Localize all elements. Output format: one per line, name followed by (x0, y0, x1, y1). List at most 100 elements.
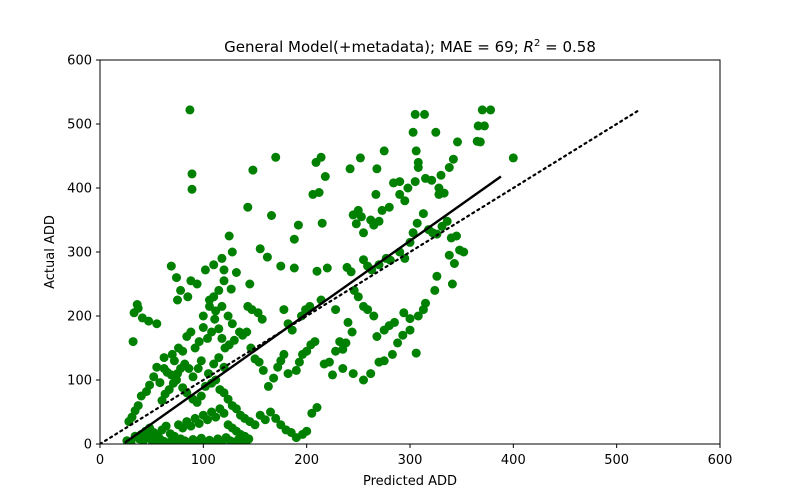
scatter-point (412, 218, 422, 228)
scatter-point (214, 324, 224, 334)
scatter-point (389, 178, 398, 188)
scatter-point (187, 184, 197, 194)
scatter-point (369, 220, 379, 230)
scatter-point (453, 137, 462, 147)
scatter-point (444, 163, 454, 172)
scatter-point (322, 263, 332, 273)
scatter-point (305, 301, 315, 311)
scatter-point (351, 219, 361, 229)
scatter-point (420, 109, 429, 119)
scatter-point (347, 327, 357, 337)
scatter-point (200, 265, 210, 275)
scatter-point (255, 244, 265, 254)
scatter-point (214, 285, 224, 295)
scatter-point (276, 261, 286, 271)
scatter-point (328, 370, 337, 380)
scatter-point (459, 247, 469, 257)
scatter-point (411, 146, 421, 156)
scatter-point (198, 311, 208, 321)
scatter-point (319, 359, 329, 369)
scatter-point (408, 127, 418, 137)
scatter-point (211, 412, 221, 422)
scatter-point (257, 314, 267, 324)
scatter-point (269, 373, 279, 383)
scatter-point (359, 375, 368, 385)
scatter-point (173, 369, 182, 379)
scatter-point (176, 285, 186, 295)
scatter-point (149, 372, 159, 382)
scatter-point (348, 210, 358, 220)
scatter-point (473, 121, 483, 131)
scatter-point (436, 170, 446, 180)
scatter-point (475, 137, 485, 147)
scatter-point (271, 152, 281, 162)
scatter-point (217, 333, 227, 343)
scatter-point (335, 337, 345, 347)
identity-line (100, 108, 641, 444)
scatter-point (371, 189, 381, 199)
x-axis-ticks: 0 100 200 300 400 500 600 (96, 444, 733, 468)
scatter-point (243, 202, 253, 212)
scatter-point (263, 381, 273, 391)
scatter-point (129, 308, 139, 318)
scatter-point (214, 353, 224, 363)
scatter-point (379, 325, 389, 335)
scatter-point (183, 292, 193, 302)
scatter-point (205, 295, 214, 305)
scatter-point (452, 231, 461, 241)
scatter-point (166, 261, 176, 271)
y-axis-label: Actual ADD (43, 215, 58, 289)
scatter-point (486, 105, 496, 115)
y-tick-label: 100 (67, 374, 92, 389)
scatter-point (410, 177, 420, 187)
scatter-point (172, 273, 181, 283)
y-tick-label: 600 (67, 54, 92, 69)
scatter-point (178, 423, 188, 433)
scatter-point (196, 356, 206, 366)
scatter-point (157, 396, 167, 405)
scatter-point (144, 316, 154, 326)
scatter-point (372, 164, 382, 174)
scatter-point (356, 212, 366, 222)
scatter-point (331, 305, 341, 315)
scatter-point (294, 357, 304, 367)
scatter-point (250, 354, 260, 364)
x-tick-label: 600 (708, 453, 733, 468)
scatter-point (279, 305, 289, 315)
scatter-point (173, 295, 182, 305)
x-tick-label: 0 (96, 453, 104, 468)
scatter-point (408, 228, 418, 238)
scatter-point (128, 337, 138, 347)
scatter-point (400, 196, 410, 206)
scatter-point (190, 343, 200, 353)
scatter-point (161, 421, 171, 431)
scatter-point (393, 338, 403, 348)
scatter-point (338, 344, 348, 354)
scatter-point (403, 183, 413, 193)
scatter-point (331, 346, 341, 356)
x-tick-label: 400 (501, 453, 526, 468)
scatter-point (219, 408, 229, 418)
scatter-point (168, 378, 178, 388)
scatter-point (320, 172, 330, 181)
scatter-point (248, 165, 258, 175)
scatter-point (205, 301, 214, 311)
scatter-point (196, 391, 206, 401)
chart-title-r: R (524, 38, 534, 56)
y-tick-label: 200 (67, 310, 92, 325)
scatter-point (379, 356, 389, 366)
scatter-point (223, 394, 233, 404)
chart-title-main: General Model(+metadata); MAE = 69; (224, 38, 523, 56)
scatter-point (204, 369, 213, 379)
scatter-point (267, 211, 276, 220)
scatter-point (410, 109, 420, 119)
scatter-point (203, 333, 212, 343)
y-tick-label: 500 (67, 118, 92, 133)
scatter-point (413, 311, 423, 321)
scatter-point (159, 353, 169, 363)
scatter-point (273, 362, 283, 372)
scatter-point (198, 323, 208, 332)
scatter-point (262, 252, 272, 262)
scatter-point (399, 308, 409, 318)
scatter-point (227, 319, 237, 329)
